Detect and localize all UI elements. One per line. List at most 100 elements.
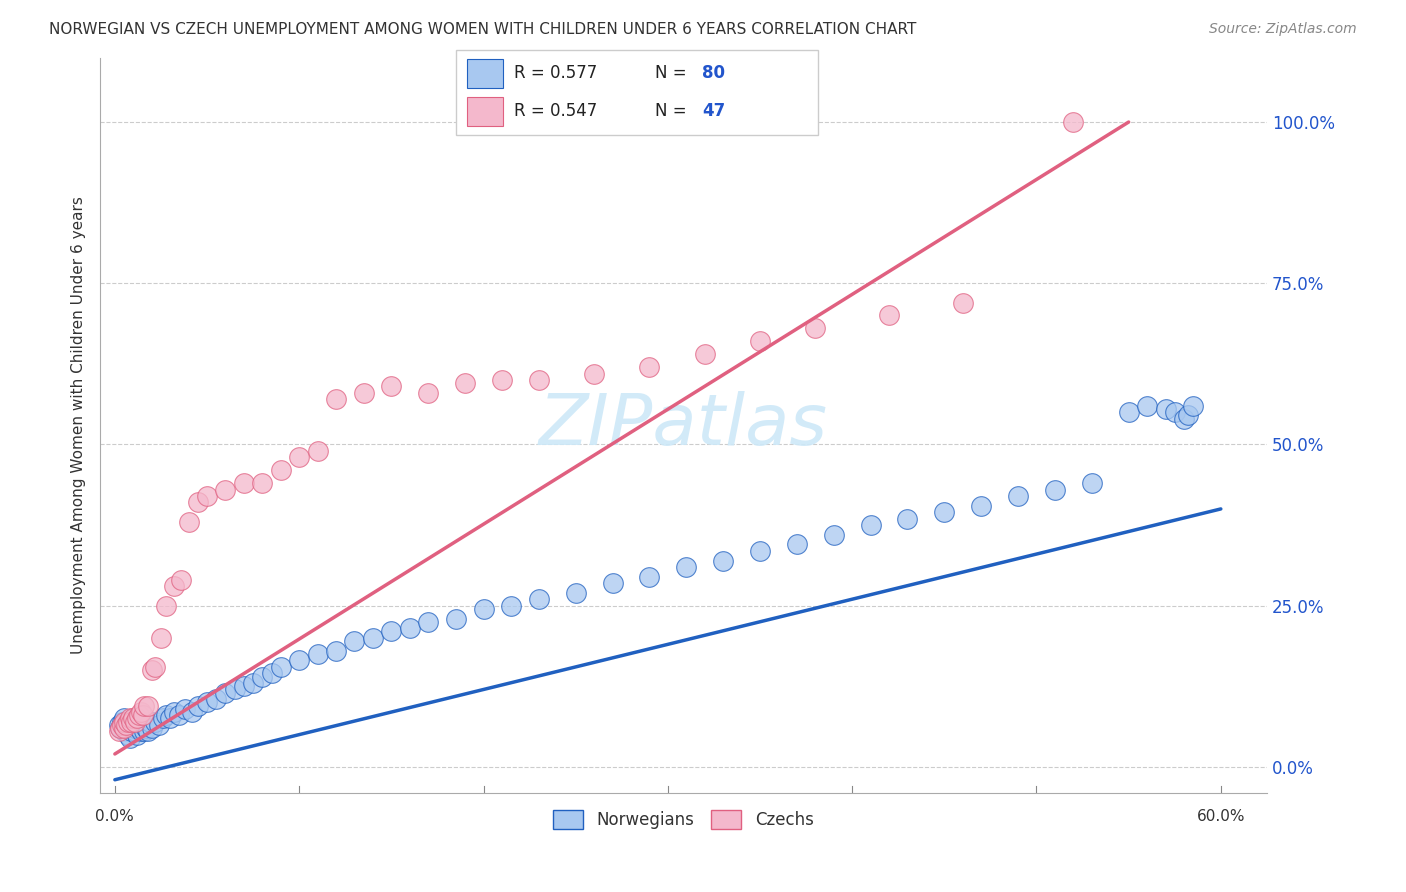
- Point: [418, 615, 440, 629]
- Point: [896, 511, 918, 525]
- Point: [398, 621, 420, 635]
- Point: [110, 721, 132, 735]
- Point: [1182, 399, 1205, 413]
- Point: [112, 721, 135, 735]
- Point: [638, 569, 661, 583]
- Point: [107, 724, 129, 739]
- Point: [564, 586, 586, 600]
- Point: [418, 385, 440, 400]
- Point: [125, 711, 148, 725]
- Point: [1043, 483, 1066, 497]
- Point: [139, 714, 162, 729]
- Point: [1062, 115, 1084, 129]
- Text: ZIPatlas: ZIPatlas: [538, 391, 828, 459]
- Point: [112, 724, 135, 739]
- Point: [749, 544, 772, 558]
- Point: [122, 711, 145, 725]
- Point: [121, 714, 143, 729]
- Point: [136, 724, 159, 739]
- Point: [638, 360, 661, 375]
- Point: [711, 553, 734, 567]
- Point: [444, 611, 467, 625]
- Point: [155, 708, 177, 723]
- Point: [117, 714, 139, 729]
- Point: [195, 489, 218, 503]
- Point: [343, 634, 366, 648]
- Point: [117, 714, 139, 729]
- Point: [804, 321, 827, 335]
- Legend: Norwegians, Czechs: Norwegians, Czechs: [547, 803, 820, 836]
- Point: [187, 698, 209, 713]
- Point: [118, 731, 141, 745]
- Point: [454, 376, 477, 391]
- Point: [288, 450, 311, 465]
- Point: [129, 705, 152, 719]
- Point: [134, 698, 156, 713]
- Point: [122, 718, 145, 732]
- Y-axis label: Unemployment Among Women with Children Under 6 years: Unemployment Among Women with Children U…: [72, 196, 86, 654]
- Point: [325, 392, 347, 407]
- Point: [307, 647, 329, 661]
- Point: [131, 708, 153, 723]
- Point: [472, 602, 495, 616]
- Point: [159, 711, 181, 725]
- Point: [491, 373, 513, 387]
- Point: [128, 721, 150, 735]
- Point: [124, 724, 146, 739]
- Point: [118, 711, 141, 725]
- Point: [1164, 405, 1187, 419]
- Point: [117, 728, 139, 742]
- Point: [749, 334, 772, 349]
- Point: [170, 573, 193, 587]
- Point: [232, 476, 254, 491]
- Point: [252, 476, 274, 491]
- Point: [501, 599, 523, 613]
- Point: [131, 718, 153, 732]
- Point: [112, 714, 135, 729]
- Point: [1173, 411, 1195, 425]
- Text: 60.0%: 60.0%: [1197, 809, 1246, 824]
- Point: [112, 711, 135, 725]
- Point: [111, 714, 134, 729]
- Point: [128, 708, 150, 723]
- Point: [1177, 409, 1199, 423]
- Point: [118, 718, 141, 732]
- Point: [129, 724, 152, 739]
- Point: [145, 660, 167, 674]
- Point: [952, 295, 974, 310]
- Point: [107, 718, 129, 732]
- Point: [174, 702, 197, 716]
- Point: [115, 718, 138, 732]
- Point: [124, 714, 146, 729]
- Point: [934, 505, 956, 519]
- Point: [361, 631, 384, 645]
- Point: [148, 718, 170, 732]
- Point: [353, 385, 375, 400]
- Point: [187, 495, 209, 509]
- Point: [115, 718, 138, 732]
- Point: [136, 698, 159, 713]
- Point: [252, 670, 274, 684]
- Point: [602, 576, 624, 591]
- Point: [141, 721, 163, 735]
- Point: [125, 728, 148, 742]
- Point: [307, 443, 329, 458]
- Point: [135, 721, 157, 735]
- Point: [121, 714, 143, 729]
- Point: [859, 518, 882, 533]
- Point: [124, 721, 146, 735]
- Point: [121, 724, 143, 739]
- Point: [380, 624, 402, 639]
- Point: [527, 373, 550, 387]
- Point: [675, 560, 697, 574]
- Point: [214, 483, 236, 497]
- Point: [115, 721, 138, 735]
- Point: [111, 718, 134, 732]
- Point: [527, 592, 550, 607]
- Point: [823, 527, 845, 541]
- Point: [1136, 399, 1159, 413]
- Point: [877, 309, 900, 323]
- Point: [1007, 489, 1029, 503]
- Point: [288, 653, 311, 667]
- Point: [163, 579, 186, 593]
